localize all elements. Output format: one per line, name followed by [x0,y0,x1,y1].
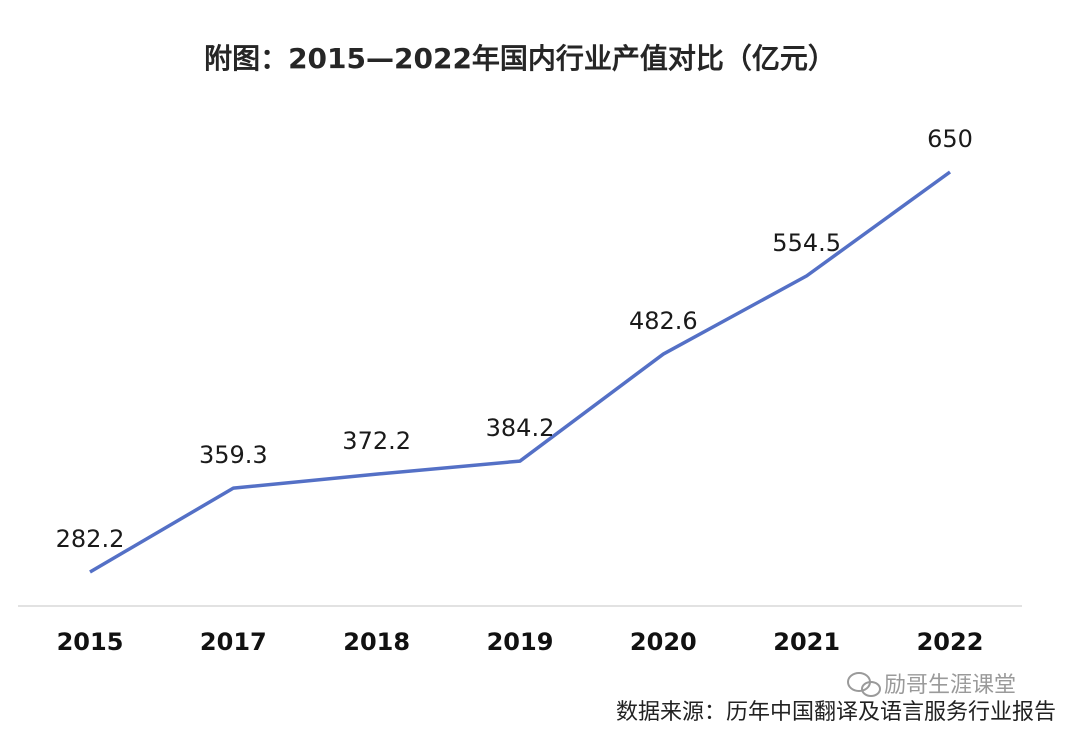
data-label-2015: 282.2 [56,525,125,553]
chart-title: 附图：2015—2022年国内行业产值对比（亿元） [204,42,836,75]
data-label-2019: 384.2 [486,414,555,442]
x-tick-2022: 2022 [917,628,984,656]
source-note: 数据来源：历年中国翻译及语言服务行业报告 [616,700,1056,725]
x-tick-2019: 2019 [487,628,554,656]
data-label-2017: 359.3 [199,441,268,469]
watermark: 励哥生涯课堂 [847,672,1016,698]
x-tick-2021: 2021 [773,628,840,656]
x-tick-layer: 2015 2017 2018 2019 2020 2021 2022 [57,628,984,656]
data-label-2020: 482.6 [629,307,698,335]
data-label-layer: 282.2 359.3 372.2 384.2 482.6 554.5 650 [56,125,973,553]
data-label-2022: 650 [927,125,973,153]
watermark-text: 励哥生涯课堂 [884,673,1016,698]
x-tick-2020: 2020 [630,628,697,656]
x-tick-2018: 2018 [343,628,410,656]
data-label-2021: 554.5 [772,229,841,257]
x-tick-2017: 2017 [200,628,267,656]
data-label-2018: 372.2 [342,427,411,455]
x-tick-2015: 2015 [57,628,124,656]
wechat-icon [847,672,881,697]
series-layer [89,170,952,574]
